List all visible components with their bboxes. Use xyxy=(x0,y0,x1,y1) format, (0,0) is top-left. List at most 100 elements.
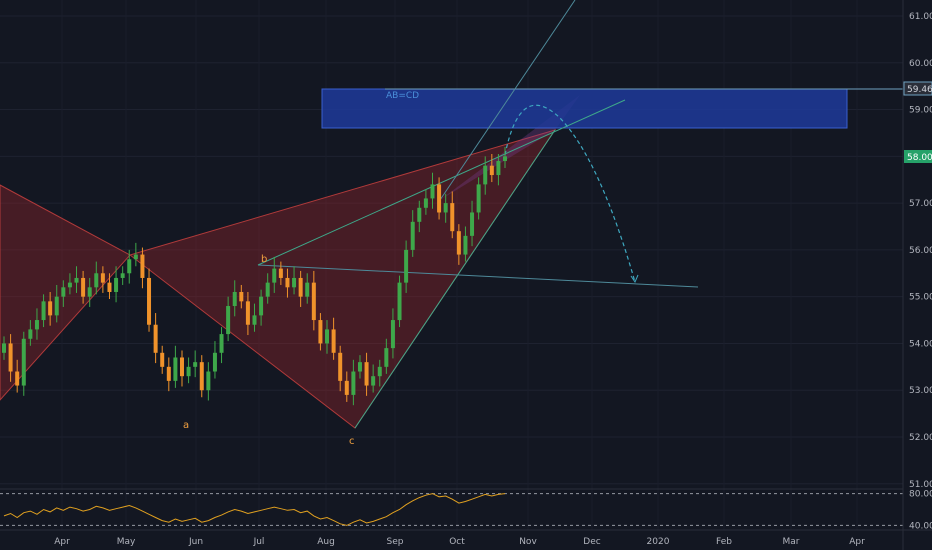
candle-body xyxy=(212,352,217,372)
month-tick-label: Jul xyxy=(253,537,265,547)
price-tick-label: 60.00 xyxy=(909,59,932,69)
candle-body xyxy=(166,366,171,381)
candle-body xyxy=(226,306,231,335)
candle-body xyxy=(483,165,488,185)
time-axis: Apr May Jun Jul Aug Sep Oct Nov Dec 2020 Feb Mar Apr xyxy=(54,537,865,547)
candle-body xyxy=(107,282,112,292)
candle-body xyxy=(364,362,369,386)
candle-body xyxy=(278,268,283,278)
month-tick-label: Feb xyxy=(716,537,732,547)
candle-body xyxy=(179,357,184,377)
month-tick-label: May xyxy=(117,537,136,547)
candle-body xyxy=(147,277,152,325)
candle-body xyxy=(2,343,6,353)
candle-body xyxy=(120,273,125,278)
candle-body xyxy=(87,287,92,297)
candle-body xyxy=(81,277,86,297)
candle-body xyxy=(140,254,145,278)
candle-body xyxy=(377,366,382,377)
candle-body xyxy=(206,371,211,391)
abcd-annotation: AB=CD xyxy=(386,91,419,101)
candle-body xyxy=(443,203,448,213)
candle-body xyxy=(48,301,53,316)
price-tick-label: 52.00 xyxy=(909,433,932,443)
month-tick-label: Mar xyxy=(783,537,800,547)
month-tick-label: Dec xyxy=(583,537,600,547)
candle-body xyxy=(114,277,119,292)
candle-body xyxy=(252,315,257,325)
candle-body xyxy=(153,324,158,353)
point-b-label: b xyxy=(261,254,267,265)
price-tick-label: 51.00 xyxy=(909,480,932,490)
candle-body xyxy=(430,184,435,199)
target-zone xyxy=(321,88,848,129)
candle-body xyxy=(470,212,475,236)
candle-body xyxy=(390,320,395,349)
indicator-level-label: 80.00 xyxy=(909,490,932,500)
candle-body xyxy=(100,273,105,283)
candle-body xyxy=(450,203,455,232)
projection-path xyxy=(504,104,636,283)
pattern-point-labels: a b c AB=CD xyxy=(183,91,419,447)
candle-body xyxy=(384,348,389,367)
month-tick-label: Sep xyxy=(387,537,404,547)
indicator-line xyxy=(3,493,506,526)
candle-body xyxy=(357,362,362,372)
candle-body xyxy=(318,320,323,344)
candle-body xyxy=(397,282,402,321)
price-tick-label: 57.00 xyxy=(909,199,932,209)
candle-body xyxy=(463,235,468,255)
candle-body xyxy=(259,296,264,316)
candle-body xyxy=(21,338,26,386)
candle-body xyxy=(127,259,132,274)
candle-body xyxy=(133,254,138,260)
channel-line-lower xyxy=(354,129,556,429)
price-tick-label: 53.00 xyxy=(909,386,932,396)
candle-body xyxy=(496,161,501,176)
month-tick-label: Oct xyxy=(449,537,465,547)
candle-body xyxy=(232,291,237,307)
candle-body xyxy=(61,287,66,297)
candle-body xyxy=(54,296,59,316)
candle-body xyxy=(8,343,13,372)
candle-body xyxy=(489,165,494,176)
candle-body xyxy=(245,301,250,325)
point-c-label: c xyxy=(349,436,355,447)
channel-line-upper xyxy=(257,99,626,266)
target-price-badge: 59.46 xyxy=(903,81,932,96)
candle-body xyxy=(325,329,330,344)
candle-body xyxy=(193,362,198,367)
candle-body xyxy=(351,371,356,395)
candle-body xyxy=(292,277,297,288)
candle-body xyxy=(311,282,316,321)
price-tick-label: 54.00 xyxy=(909,339,932,349)
trend-line-b xyxy=(257,264,699,288)
candle-body xyxy=(67,282,72,288)
candle-body xyxy=(265,282,270,297)
month-tick-label: Aug xyxy=(317,537,335,547)
month-tick-label: 2020 xyxy=(647,537,670,547)
candle-body xyxy=(503,156,507,162)
current-price-badge: 58.00 xyxy=(904,150,932,163)
candle-body xyxy=(160,352,165,367)
indicator-level-label: 40.00 xyxy=(909,521,932,531)
candle-body xyxy=(417,207,422,222)
candle-body xyxy=(371,376,376,386)
candle-body xyxy=(437,184,442,213)
candle-body xyxy=(338,352,343,381)
month-tick-label: Apr xyxy=(849,537,865,547)
target-price-label: 59.46 xyxy=(907,85,932,95)
candle-body xyxy=(344,380,349,395)
candle-body xyxy=(285,277,290,288)
extension-line xyxy=(439,0,576,201)
candle-body xyxy=(173,357,178,381)
candle-body xyxy=(272,268,277,283)
current-price-label: 58.00 xyxy=(907,153,932,163)
price-tick-label: 59.00 xyxy=(909,106,932,116)
projection-arrowhead xyxy=(630,274,639,284)
candle-body xyxy=(298,277,303,297)
candle-body xyxy=(305,282,310,297)
candle-body xyxy=(34,320,39,330)
candle-body xyxy=(239,291,244,302)
